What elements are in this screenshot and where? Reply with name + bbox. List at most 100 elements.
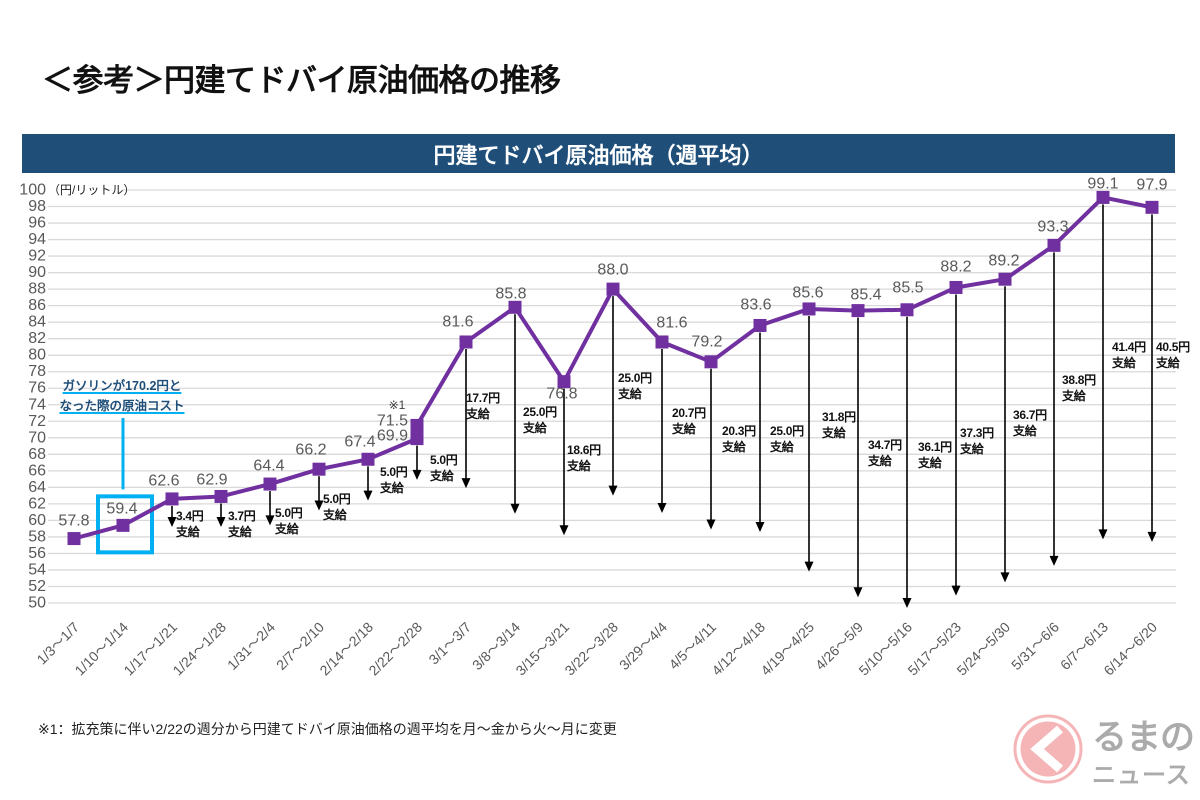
data-point-marker: [263, 477, 277, 491]
subsidy-amount-label: 37.3円: [960, 426, 994, 440]
data-point-marker: [410, 418, 424, 446]
y-tick-label: 66: [28, 462, 46, 479]
subsidy-amount-label: 25.0円: [618, 371, 652, 385]
y-tick-label: 54: [28, 561, 46, 578]
subsidy-caption-label: 支給: [821, 425, 847, 440]
data-point-marker: [998, 272, 1012, 286]
subsidy-caption-label: 支給: [617, 386, 643, 401]
subsidy-amount-label: 36.1円: [918, 440, 952, 454]
subsidy-arrows: [167, 204, 1157, 608]
data-label: 81.6: [656, 315, 687, 332]
gridlines: [48, 189, 1176, 604]
subsidy-caption-label: 支給: [522, 420, 548, 435]
y-tick-label: 86: [28, 297, 46, 314]
data-label: 89.2: [988, 253, 1019, 270]
x-tick-label: 3/22〜3/28: [561, 619, 621, 679]
data-point-marker: [1145, 200, 1159, 214]
subsidy-arrow-head: [853, 587, 863, 598]
y-tick-label: 84: [28, 314, 46, 331]
highlight-box: [96, 494, 154, 555]
subsidy-arrow-head: [804, 561, 814, 572]
data-label: 79.2: [691, 334, 722, 351]
data-label: 88.0: [597, 262, 628, 279]
subsidy-amount-label: 5.0円: [430, 453, 458, 467]
data-point-marker: [116, 518, 130, 532]
subsidy-labels: 3.4円支給3.7円支給5.0円支給5.0円支給5.0円支給5.0円支給17.7…: [175, 340, 1190, 539]
subsidy-caption-label: 支給: [227, 524, 253, 539]
subsidy-amount-label: 3.4円: [176, 509, 204, 523]
y-tick-label: 70: [28, 429, 46, 446]
subsidy-amount-label: 17.7円: [466, 391, 500, 405]
subsidy-amount-label: 38.8円: [1062, 373, 1096, 387]
kurumano-chevron-icon: [1013, 714, 1083, 784]
y-tick-label: 60: [28, 512, 46, 529]
y-tick-label: 94: [28, 231, 46, 248]
series-markers: [67, 190, 1159, 546]
subsidy-arrow-head: [657, 502, 667, 513]
subsidy-amount-label: 25.0円: [770, 424, 804, 438]
data-label: 88.2: [940, 259, 971, 276]
footnote-mark: ※1: [389, 398, 406, 412]
subsidy-arrow-head: [706, 519, 716, 530]
x-tick-label: 4/19〜4/25: [757, 619, 817, 679]
highlight-annotation-line-1: ガソリンが170.2円と: [62, 379, 182, 393]
subsidy-caption-label: 支給: [175, 524, 201, 539]
data-label: 62.9: [196, 472, 227, 489]
subsidy-arrow-head: [951, 585, 961, 596]
subsidy-caption-label: 支給: [379, 480, 405, 495]
data-label: 64.4: [253, 458, 284, 475]
data-point-marker: [1096, 190, 1110, 204]
subsidy-arrow-head: [216, 517, 226, 528]
revised-data-label: 71.5: [377, 413, 408, 430]
subsidy-arrow-head: [1147, 531, 1157, 542]
subsidy-caption-label: 支給: [1061, 388, 1087, 403]
y-tick-label: 76: [28, 380, 46, 397]
data-point-marker: [851, 304, 865, 318]
data-point-marker: [802, 302, 816, 316]
subsidy-arrow-head: [1098, 529, 1108, 540]
highlight-annotation-line-2: なった際の原油コスト: [59, 399, 185, 413]
subsidy-caption-label: 支給: [721, 439, 747, 454]
footnote: ※1：拡充策に伴い2/22の週分から円建てドバイ原油価格の週平均を月〜金から火〜…: [38, 721, 617, 737]
subsidy-amount-label: 20.3円: [722, 424, 756, 438]
subsidy-caption-label: 支給: [671, 421, 697, 436]
kurumano-news-logo: るまの ニュース: [1010, 705, 1200, 795]
data-label: 66.2: [295, 442, 326, 459]
subsidy-caption-label: 支給: [917, 455, 943, 470]
subsidy-amount-label: 25.0円: [523, 405, 557, 419]
subsidy-caption-label: 支給: [566, 458, 592, 473]
data-point-marker: [655, 335, 669, 349]
data-label: 85.6: [792, 285, 823, 302]
y-tick-label: 72: [28, 413, 46, 430]
subsidy-amount-label: 5.0円: [275, 506, 303, 520]
subsidy-arrow-head: [461, 478, 471, 489]
data-point-marker: [900, 303, 914, 317]
subsidy-caption-label: 支給: [959, 441, 985, 456]
logo-text-line-2: ニュース: [1092, 762, 1191, 789]
data-label: 81.6: [442, 314, 473, 331]
data-label: 59.4: [106, 501, 137, 518]
data-point-marker: [557, 375, 571, 389]
data-label: 97.9: [1136, 177, 1167, 194]
x-axis: 1/3〜1/71/10〜1/141/17〜1/211/24〜1/281/31〜2…: [33, 619, 1160, 679]
x-tick-label: 3/29〜4/4: [616, 619, 670, 673]
data-point-marker: [214, 489, 228, 503]
y-tick-label: 96: [28, 215, 46, 232]
subsidy-arrow-head: [1000, 572, 1010, 583]
data-point-marker: [753, 318, 767, 332]
x-tick-label: 5/24〜5/30: [953, 619, 1013, 679]
y-tick-label: 58: [28, 528, 46, 545]
y-tick-label: 62: [28, 495, 46, 512]
subsidy-arrow-head: [902, 597, 912, 608]
data-label: 83.6: [740, 297, 771, 314]
data-label: 69.9: [377, 428, 408, 445]
subsidy-amount-label: 41.4円: [1112, 340, 1146, 354]
subsidy-caption-label: 支給: [1012, 423, 1038, 438]
data-label: 57.8: [58, 513, 89, 530]
data-point-marker: [361, 452, 375, 466]
x-tick-label: 1/31〜2/4: [224, 619, 278, 673]
y-tick-label: 88: [28, 281, 46, 298]
subsidy-amount-label: 34.7円: [868, 438, 902, 452]
y-tick-label: 78: [28, 363, 46, 380]
series-line: [73, 195, 1153, 541]
